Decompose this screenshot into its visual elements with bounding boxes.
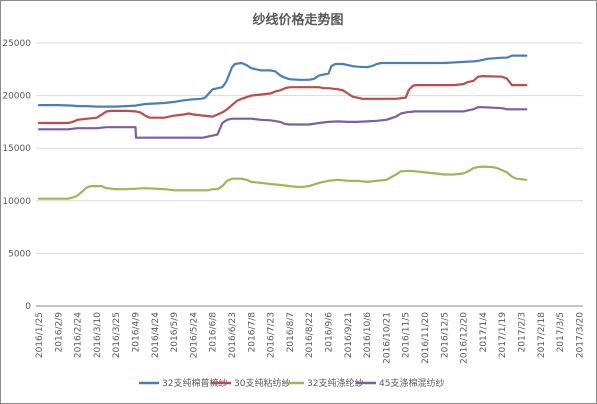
x-tick-label: 2016/9/6 [325,312,335,353]
y-tick-label: 0 [25,302,31,312]
x-tick-label: 2016/10/6 [363,312,373,358]
x-tick-label: 2016/8/22 [305,312,315,358]
legend[interactable]: 32支纯棉普梳纱 30支纯粘纺纱 32支纯涤纶纱 45支涤棉混纺纱 [139,377,444,389]
y-tick-label: 10000 [2,197,31,207]
legend-item-4[interactable]: 45支涤棉混纺纱 [356,377,444,389]
x-tick-label: 2016/8/7 [286,312,296,352]
y-tick-label: 5000 [8,249,31,259]
legend-label: 30支纯粘纺纱 [234,377,290,389]
legend-item-1[interactable]: 32支纯棉普梳纱 [139,377,227,389]
x-tick-label: 2017/3/5 [556,312,566,352]
y-tick-label: 20000 [2,92,31,102]
x-tick-label: 2017/1/4 [479,312,489,353]
x-tick-label: 2016/5/9 [170,312,180,353]
y-tick-label: 15000 [2,144,31,154]
x-tick-label: 2017/2/3 [518,312,528,352]
x-tick-label: 2016/2/24 [74,312,84,358]
x-tick-label: 2016/2/9 [54,312,64,353]
x-tick-label: 2016/11/5 [402,312,412,358]
series-line-2 [37,75,528,125]
x-tick-label: 2016/3/25 [112,312,122,358]
series-lines [37,54,528,200]
x-tick-label: 2016/5/24 [189,312,199,358]
x-tick-label: 2016/7/23 [267,312,277,358]
gridlines [36,42,583,307]
legend-item-2[interactable]: 30支纯粘纺纱 [211,377,290,389]
y-tick-label: 25000 [2,39,31,49]
series-line-1 [37,54,528,108]
x-tick-label: 2016/11/20 [421,312,431,364]
x-tick-label: 2017/2/18 [537,312,547,358]
legend-item-3[interactable]: 32支纯涤纶纱 [284,377,363,389]
x-tick-label: 2016/4/24 [151,312,161,358]
x-axis-ticks: 2016/1/25 2016/2/9 2016/2/24 2016/3/10 2016/… [35,312,585,364]
legend-label: 45支涤棉混纺纱 [379,377,444,389]
x-tick-label: 2017/3/20 [575,312,585,358]
x-tick-label: 2016/6/23 [228,312,238,358]
y-axis-ticks: 0 5000 10000 15000 20000 25000 [2,39,31,312]
x-tick-label: 2016/6/8 [209,312,219,353]
legend-label: 32支纯涤纶纱 [307,377,363,389]
series-line-3 [37,165,528,200]
x-tick-label: 2016/12/20 [460,312,470,364]
series-line-4 [37,106,528,139]
x-tick-label: 2016/10/21 [382,312,392,364]
x-tick-label: 2016/3/10 [93,312,103,358]
chart-title: 纱线价格走势图 [252,12,343,28]
x-tick-label: 2017/1/19 [498,312,508,358]
x-tick-label: 2016/4/9 [132,312,142,353]
x-tick-label: 2016/9/21 [344,312,354,358]
x-tick-label: 2016/1/25 [35,312,45,358]
x-tick-label: 2016/7/8 [247,312,257,353]
legend-label: 32支纯棉普梳纱 [162,377,227,389]
x-tick-label: 2016/12/5 [440,312,450,358]
